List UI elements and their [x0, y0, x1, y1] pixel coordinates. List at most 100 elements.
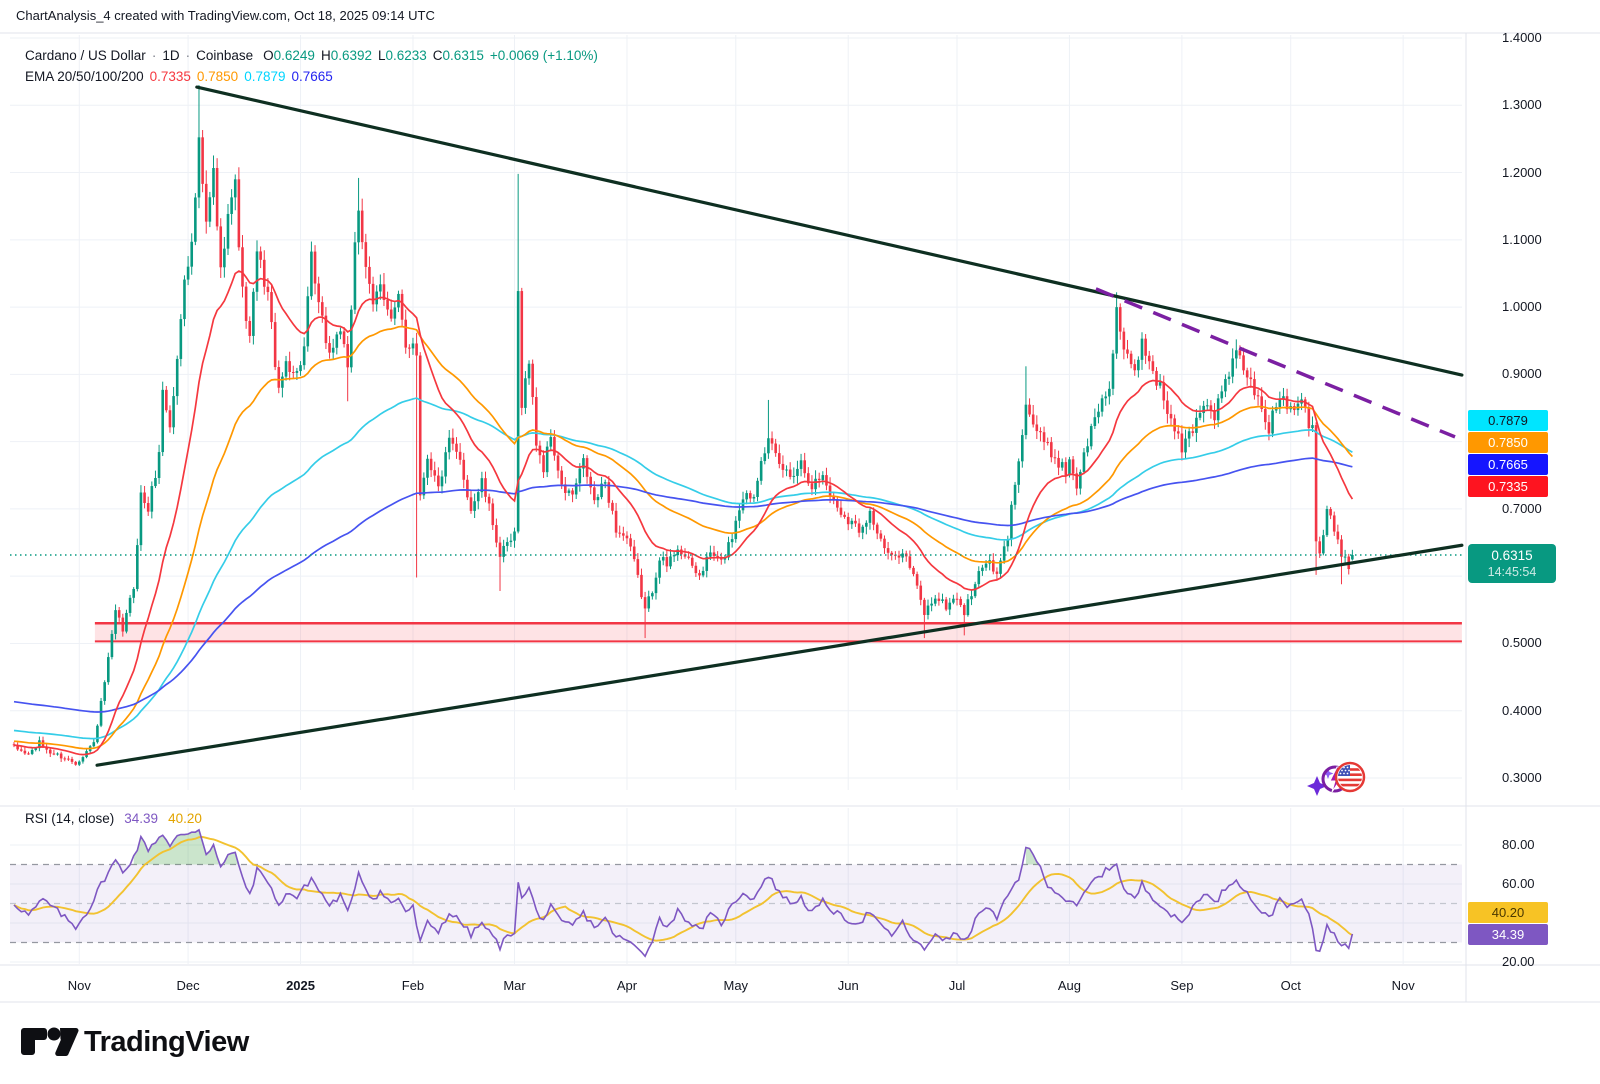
candle-body [1013, 484, 1017, 505]
candle-body [230, 197, 233, 214]
candle-body [1108, 388, 1111, 397]
candle-body [509, 540, 513, 543]
tradingview-logo-icon[interactable] [16, 1026, 80, 1062]
candle-body [117, 610, 121, 618]
candle-body [262, 259, 266, 287]
ema200-line[interactable] [13, 457, 1353, 713]
candle-body [524, 378, 527, 408]
candle-body [1129, 353, 1133, 365]
time-axis-label: Dec [176, 978, 200, 993]
rsi-legend-label: RSI (14, close) [25, 811, 115, 826]
events-marker[interactable] [1304, 754, 1366, 798]
candle-body [1024, 404, 1028, 436]
candle-body [295, 371, 299, 373]
time-axis-label: Apr [616, 978, 638, 993]
exchange-label[interactable]: Coinbase [196, 48, 254, 63]
price-axis-tick: 0.5000 [1502, 635, 1542, 651]
candle-body [995, 571, 999, 574]
descending-dashed-trendline[interactable] [1095, 287, 1456, 439]
candle-body [923, 599, 926, 615]
candle-body [320, 302, 324, 316]
candle-body [415, 343, 418, 356]
time-axis-label: Sep [1170, 978, 1194, 993]
candle-body [603, 482, 607, 484]
candle-body [444, 452, 447, 477]
candlestick-series[interactable] [12, 85, 1354, 767]
candle-body [48, 749, 52, 754]
candle-body [473, 501, 476, 511]
price-axis-tick: 0.4000 [1502, 702, 1542, 718]
ema50-line[interactable] [13, 325, 1354, 750]
price-axis-tick: 1.2000 [1502, 164, 1542, 180]
candle-body [868, 510, 872, 523]
candle-body [788, 469, 792, 477]
candle-body [34, 748, 38, 750]
candle-body [1202, 405, 1205, 414]
candle-body [672, 555, 676, 557]
ema20-line[interactable] [13, 270, 1354, 756]
candle-body [1267, 422, 1271, 434]
candle-body [219, 226, 223, 268]
support-zone[interactable] [94, 623, 1462, 642]
candle-body [915, 574, 919, 586]
candle-body [418, 355, 422, 496]
candle-body [233, 179, 237, 198]
symbol-title[interactable]: Cardano / US Dollar [25, 48, 146, 63]
candle-body [248, 320, 252, 336]
candle-body [1311, 425, 1314, 429]
candle-body [99, 700, 103, 726]
candle-body [331, 347, 335, 353]
lower-trendline[interactable] [95, 543, 1464, 767]
candle-body [1140, 338, 1144, 360]
candle-body [687, 556, 690, 558]
candle-body [168, 410, 172, 428]
candle-body [948, 602, 952, 610]
candle-body [582, 458, 585, 469]
bar-countdown: 14:45:54 [1487, 564, 1537, 579]
candle-body [1086, 446, 1089, 453]
candle-body [469, 497, 473, 511]
candle-body [491, 503, 495, 526]
ema-legend[interactable]: EMA 20/50/100/200 0.7335 0.7850 0.7879 0… [25, 69, 333, 84]
candle-body [495, 525, 498, 543]
candle-body [426, 458, 429, 478]
candle-body [458, 451, 462, 460]
candle-body [266, 286, 270, 293]
candle-body [455, 443, 458, 452]
candle-body [933, 598, 937, 604]
rsi-ma-line[interactable] [13, 836, 1353, 942]
upper-trendline[interactable] [195, 85, 1464, 377]
interval-label[interactable]: 1D [162, 48, 180, 63]
candle-body [792, 475, 796, 477]
ema100-line[interactable] [13, 397, 1353, 740]
candle-body [665, 557, 669, 567]
rsi-legend[interactable]: RSI (14, close) 34.39 40.20 [25, 811, 202, 826]
candle-body [1307, 407, 1311, 429]
candle-body [734, 520, 738, 540]
candle-body [926, 605, 930, 615]
candle-body [658, 560, 661, 578]
candle-body [92, 742, 96, 747]
candle-body [770, 438, 774, 444]
candle-body [1169, 413, 1173, 419]
price-axis-tick: 1.1000 [1502, 231, 1542, 247]
tradingview-brand-text[interactable]: TradingView [84, 1026, 249, 1058]
candle-body [1010, 504, 1013, 540]
candle-body [360, 210, 364, 243]
candle-body [371, 283, 375, 305]
candle-body [59, 753, 63, 759]
candle-body [578, 468, 582, 484]
time-axis-label: Nov [67, 978, 91, 993]
candle-body [1180, 433, 1184, 453]
ema200-price-badge: 0.7665 [1468, 454, 1548, 475]
candle-body [836, 500, 839, 508]
candle-body [277, 367, 281, 388]
symbol-legend[interactable]: Cardano / US Dollar · 1D · Coinbase O0.6… [25, 48, 598, 63]
candle-body [466, 479, 469, 498]
rsi-overbought-fill [115, 829, 1121, 865]
time-axis-label: Jun [837, 978, 859, 993]
candle-body [694, 565, 698, 574]
rsi-line[interactable] [13, 828, 1354, 958]
